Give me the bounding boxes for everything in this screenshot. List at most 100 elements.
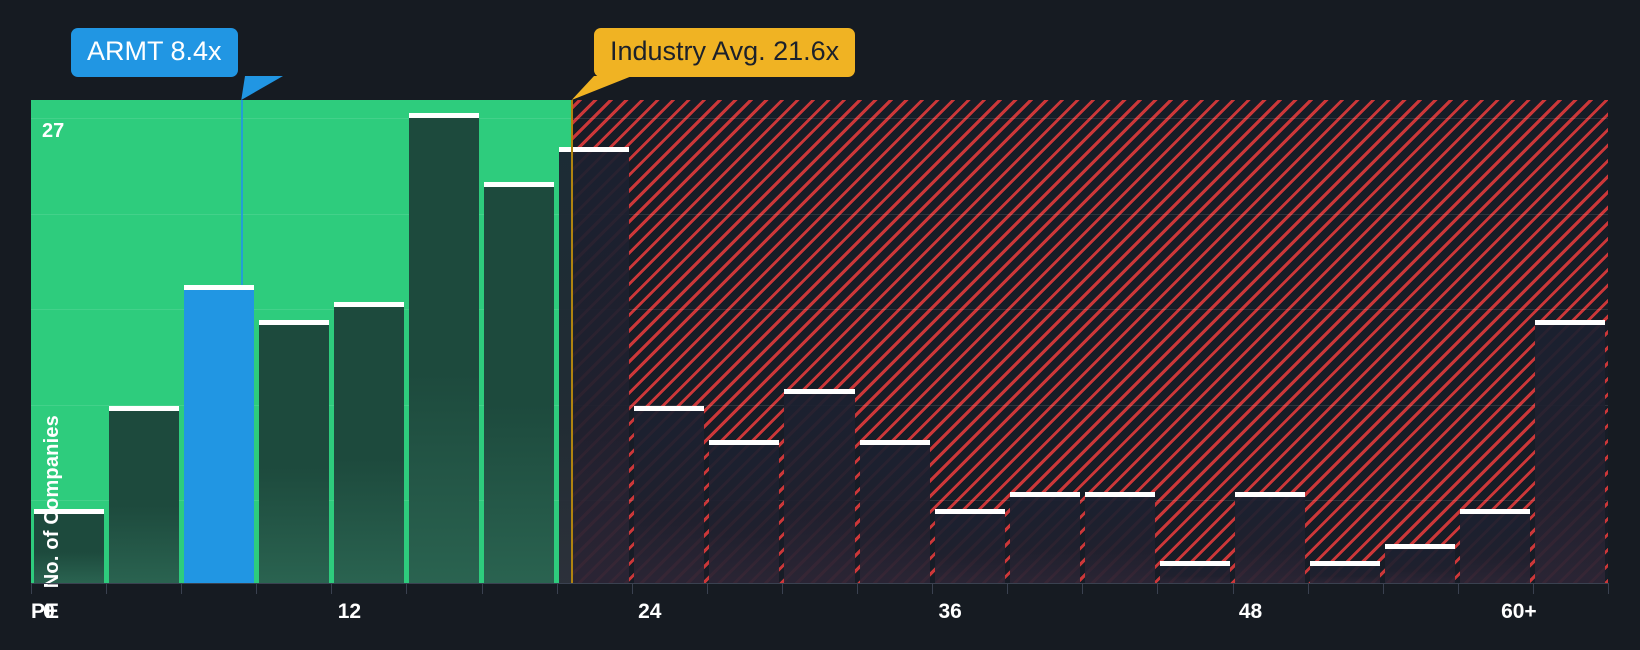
bar[interactable] [709,440,780,583]
company-callout-tail [241,76,283,100]
bar[interactable] [1159,560,1231,583]
x-tick [256,583,258,594]
bar[interactable] [934,509,1005,583]
bar[interactable] [784,388,855,583]
bar-body [1535,324,1606,583]
bar-cap [183,285,254,291]
x-tick [1232,583,1234,594]
x-tick [406,583,408,594]
bar-cap [1009,491,1080,497]
bar-body [333,307,404,583]
x-tick-label: 24 [638,600,662,623]
bar-cap [258,319,329,325]
bar[interactable] [634,405,705,583]
bar-cap [1084,491,1155,497]
bar[interactable] [408,113,480,583]
bar-cap [784,388,855,394]
x-tick [1307,583,1309,594]
industry-callout[interactable]: Industry Avg. 21.6x [594,28,856,78]
bar-cap [33,509,104,515]
bar-highlighted[interactable] [183,285,254,583]
y-axis-label: No. of Companies [41,414,63,588]
bar[interactable] [1385,543,1456,583]
bar[interactable] [1535,319,1606,583]
x-tick [31,583,32,594]
x-tick [1457,583,1459,594]
bar-body [1460,514,1531,583]
bar-body [1235,496,1306,583]
x-tick [481,583,483,594]
x-tick [857,583,859,594]
bar[interactable] [108,405,179,583]
bar-cap [1235,491,1306,497]
bar-cap [1535,319,1606,325]
industry-marker-line [570,100,573,583]
bar-body [33,514,104,583]
x-tick [331,583,333,594]
bar-body [634,410,705,583]
bar[interactable] [1235,491,1306,583]
bar-body [1084,496,1155,583]
bar[interactable] [258,319,329,583]
x-tick [181,583,183,594]
bar-cap [484,181,555,187]
bar-cap [634,405,705,411]
bar-body [108,410,179,583]
bar-cap [1460,509,1531,515]
x-tick [781,583,783,594]
industry-callout-tail [571,76,632,100]
company-callout[interactable]: ARMT 8.4x [71,28,238,78]
x-tick [1608,583,1609,594]
bar[interactable] [559,147,630,583]
x-axis-line [31,583,1608,584]
company-marker-line [241,100,244,286]
bar-cap [1310,560,1381,566]
x-tick-label: 60+ [1501,600,1537,623]
x-tick [1382,583,1384,594]
bar-body [183,290,254,583]
x-tick [1082,583,1084,594]
x-tick [631,583,633,594]
bar-body [408,118,480,583]
bar-body [1385,548,1456,583]
bar-cap [1385,543,1456,549]
gridline [31,309,1608,310]
bar-cap [934,509,1005,515]
bar[interactable] [484,181,555,583]
bar-cap [709,440,780,446]
gridline [31,214,1608,215]
x-tick-label: 12 [337,600,362,623]
zone-overvalued [571,100,1608,583]
bar-body [1009,496,1080,583]
x-tick [1532,583,1534,594]
bar[interactable] [333,302,404,583]
bar[interactable] [1310,560,1381,583]
bar-body [934,514,1005,583]
bar-body [709,445,780,583]
x-axis-unit-label: PE [31,600,60,623]
bar-body [484,186,555,583]
bar-cap [859,440,930,446]
bar-body [1159,565,1231,583]
bar[interactable] [1084,491,1155,583]
bar-cap [108,405,179,411]
bar[interactable] [1009,491,1080,583]
bar-body [258,324,329,583]
x-tick [1157,583,1159,594]
x-tick-label: 0 [43,600,55,623]
bar-cap [333,302,404,308]
x-tick [1007,583,1009,594]
gridline [31,118,1608,119]
bar[interactable] [33,509,104,583]
bar-body [559,152,630,583]
bar[interactable] [859,440,930,583]
bar-body [784,393,855,583]
bar-cap [1159,560,1231,566]
x-tick [556,583,558,594]
plot-area [31,100,1608,583]
x-tick [706,583,708,594]
bar[interactable] [1460,509,1531,583]
industry-callout-label: Industry Avg. 21.6x [594,28,856,78]
x-tick-label: 48 [1238,600,1263,623]
